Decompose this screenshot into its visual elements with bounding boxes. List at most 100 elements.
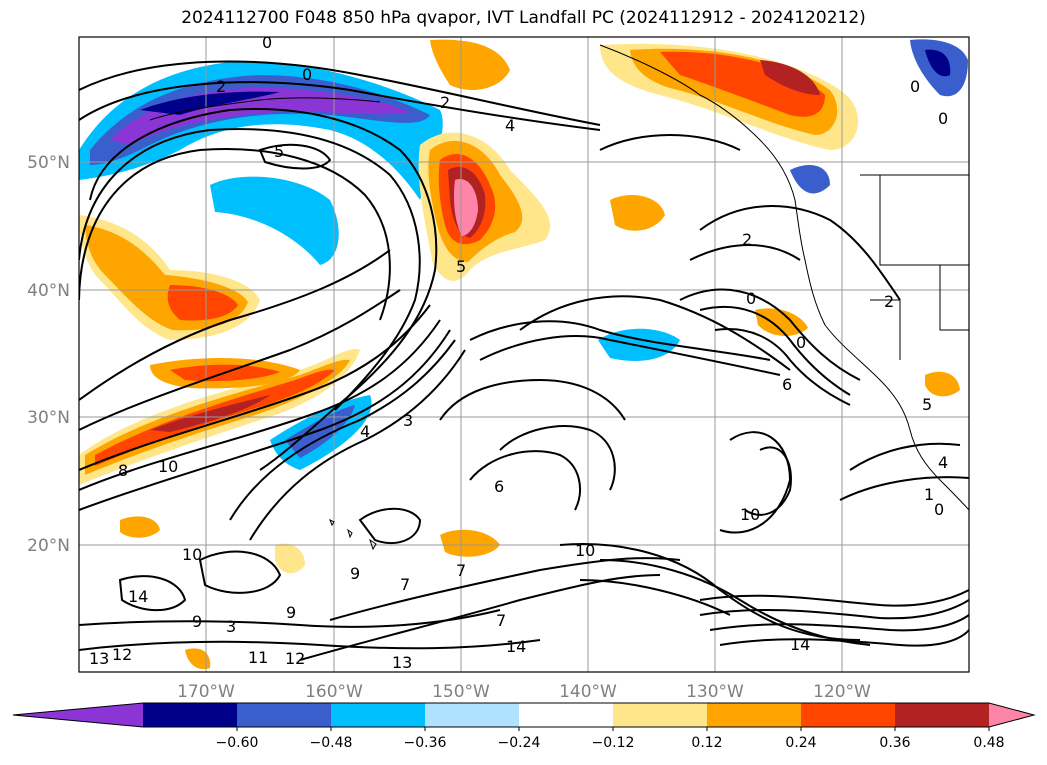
contour-label: 6 [782, 375, 792, 394]
contour-label: 0 [262, 33, 272, 52]
lat-label: 40°N [27, 281, 70, 301]
colorbar-tick-label: 0.36 [879, 735, 910, 751]
contour-label: 10 [158, 457, 178, 476]
colorbar-segment [613, 703, 708, 727]
contour-label: 11 [248, 648, 268, 667]
contour-label: 7 [400, 575, 410, 594]
colorbar-min-extension [13, 703, 143, 727]
contour-label: 0 [746, 289, 756, 308]
contour-label: 2 [440, 93, 450, 112]
contour-label: 1 [924, 485, 934, 504]
contour-label: 13 [89, 649, 109, 668]
contour-label: 0 [796, 333, 806, 352]
negative-anomaly-navy [140, 91, 280, 115]
lon-label: 130°W [686, 682, 744, 702]
positive-anomaly-south [440, 529, 500, 557]
contour-label: 5 [274, 142, 284, 161]
positive-anomaly-plume-pink [453, 179, 478, 236]
contour-label: 6 [494, 477, 504, 496]
positive-anomaly-ca [755, 308, 808, 336]
plot-border [78, 36, 970, 673]
positive-anomaly-south-yellow [275, 543, 305, 574]
colorbar-segment [331, 703, 426, 727]
contour-label: 0 [938, 109, 948, 128]
lat-label: 50°N [27, 153, 70, 173]
map-title: 2024112700 F048 850 hPa qvapor, IVT Land… [181, 8, 866, 28]
contour-label: 14 [128, 587, 148, 606]
positive-anomaly-sw [120, 516, 160, 538]
positive-anomaly-baja [925, 371, 960, 397]
contour-label: 0 [302, 65, 312, 84]
colorbar-ticks: −0.60 −0.48 −0.36 −0.24 −0.12 0.12 0.24 0.36 0.4… [216, 727, 1005, 751]
lon-label: 140°W [559, 682, 617, 702]
contour-label: 10 [182, 545, 202, 564]
colorbar-tick-label: −0.60 [216, 735, 259, 751]
contour-label: 10 [740, 505, 760, 524]
contour-label: 4 [360, 422, 370, 441]
contour-label: 9 [286, 603, 296, 622]
colorbar-segment [895, 703, 990, 727]
positive-anomaly-gulf-dark [760, 60, 820, 95]
colorbar-segment [425, 703, 520, 727]
positive-anomaly-ar-band-dark [150, 395, 270, 432]
latitude-labels: 50°N 40°N 30°N 20°N [27, 153, 70, 556]
contour-label: 9 [350, 564, 360, 583]
negative-anomaly-west [210, 176, 339, 265]
negative-anomaly-hawaii-core [285, 405, 355, 458]
colorbar-segment [237, 703, 332, 727]
lon-label: 120°W [813, 682, 871, 702]
contour-label: 7 [496, 611, 506, 630]
lon-label: 150°W [432, 682, 490, 702]
contour-label: 4 [938, 453, 948, 472]
colorbar [12, 702, 1036, 728]
colorbar-tick-label: −0.12 [592, 735, 635, 751]
colorbar-tick-label: 0.48 [973, 735, 1004, 751]
colorbar-segment [707, 703, 802, 727]
coastlines [149, 44, 969, 551]
contour-label: 0 [934, 500, 944, 519]
contour-label: 3 [226, 617, 236, 636]
positive-anomaly-alaska [430, 39, 510, 90]
positive-anomaly-west-blob-red [167, 285, 238, 321]
lon-label: 160°W [305, 682, 363, 702]
contour-label: 5 [456, 257, 466, 276]
lat-label: 20°N [27, 536, 70, 556]
contour-label: 14 [506, 637, 526, 656]
positive-anomaly-bottom [185, 648, 211, 670]
colorbar-segment [143, 703, 238, 727]
contour-label: 0 [910, 77, 920, 96]
colorbar-tick-label: −0.48 [310, 735, 353, 751]
contour-labels: 0 0 4 5 2 2 0 0 2 0 0 2 5 6 4 3 8 10 6 1… [89, 33, 948, 672]
contour-label: 12 [112, 645, 132, 664]
colorbar-tick-label: −0.24 [498, 735, 541, 751]
contour-label: 14 [790, 635, 810, 654]
contour-label: 5 [922, 395, 932, 414]
colorbar-segment [801, 703, 896, 727]
colorbar-outline [12, 702, 1036, 728]
contour-label: 3 [403, 411, 413, 430]
contour-label: 7 [456, 561, 466, 580]
contour-label: 10 [575, 541, 595, 560]
colorbar-tick-label: 0.24 [785, 735, 816, 751]
contour-label: 9 [192, 612, 202, 631]
graticule [79, 37, 969, 672]
positive-anomaly-gulf-red [660, 51, 825, 117]
lon-label: 170°W [177, 682, 235, 702]
lat-label: 30°N [27, 408, 70, 428]
contour-label: 2 [216, 77, 226, 96]
contour-label: 4 [505, 116, 515, 135]
colorbar-segment [519, 703, 614, 727]
contour-label: 8 [118, 461, 128, 480]
colorbar-max-extension [989, 703, 1034, 727]
positive-anomaly-npac [610, 195, 665, 231]
negative-anomaly-bc [790, 165, 830, 194]
contour-label: 2 [742, 230, 752, 249]
contour-label: 12 [285, 649, 305, 668]
ivt-contours [79, 60, 969, 661]
negative-anomaly-ne-core [925, 49, 951, 77]
colorbar-tick-label: −0.36 [404, 735, 447, 751]
colorbar-tick-label: 0.12 [691, 735, 722, 751]
contour-label: 13 [392, 653, 412, 672]
contour-label: 2 [884, 292, 894, 311]
